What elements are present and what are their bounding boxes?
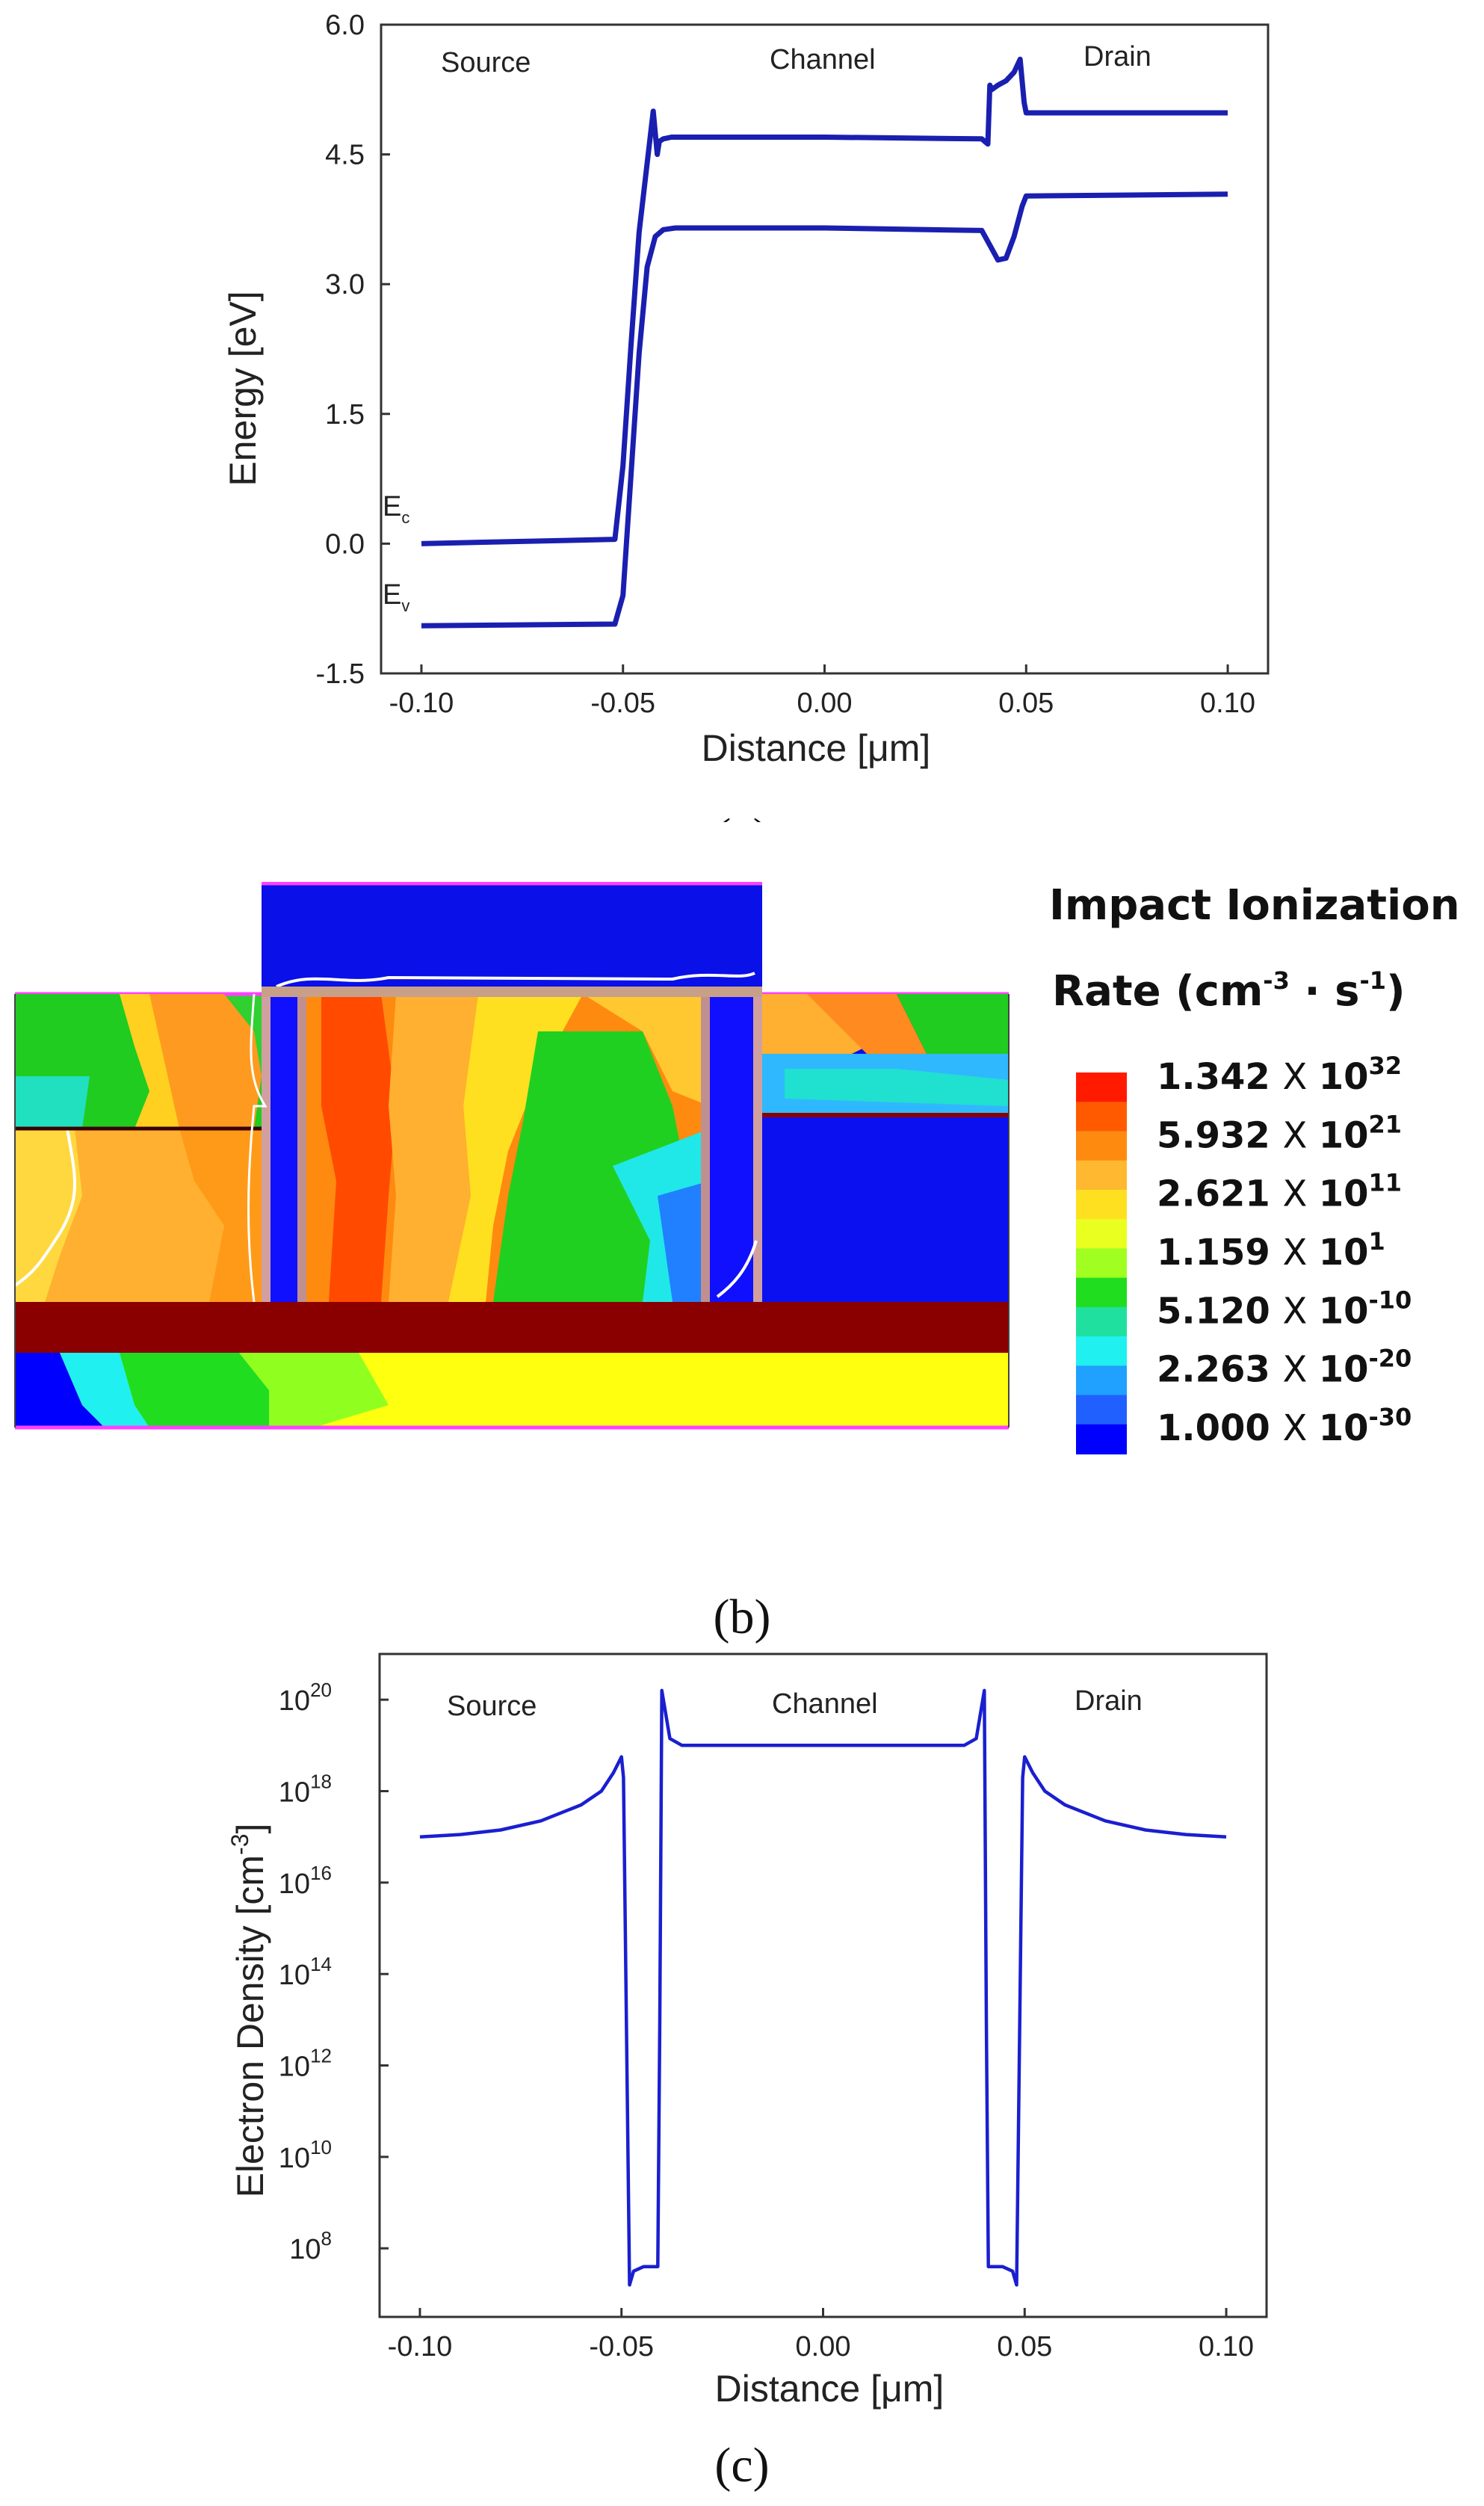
colorbar [1076, 1073, 1127, 1454]
y-tick-label-a: -1.5 [316, 658, 365, 690]
x-tick-label-c: -0.10 [388, 2331, 453, 2363]
y-tick-label-c: 1020 [279, 1679, 332, 1717]
ec-label: Ec [383, 491, 409, 527]
legend-title-line2: Rate (cm-3 · s-1) [1052, 966, 1406, 1016]
colorbar-tick-label: 5.120 X 10-10 [1157, 1286, 1412, 1332]
x-tick-label-a: -0.05 [590, 688, 655, 719]
electron-density-line [419, 1688, 1227, 2287]
region-label-drain: Drain [1083, 41, 1151, 72]
y-tick-label-a: 6.0 [325, 10, 365, 41]
colorbar-tick-label: 2.263 X 10-20 [1157, 1345, 1412, 1391]
colorbar-tick-label: 5.932 X 1021 [1157, 1110, 1402, 1156]
colorbar-segment [1076, 1306, 1127, 1338]
plot-frame-c [378, 1652, 1268, 2318]
colorbar-segment [1076, 1336, 1127, 1367]
valence-band-line [421, 191, 1228, 629]
region-label-source: Source [441, 47, 531, 78]
y-tick-label-a: 1.5 [325, 399, 365, 430]
device-heatmap [13, 882, 1010, 1430]
x-tick-label-a: 0.10 [1200, 688, 1255, 719]
y-tick-label-c: 108 [289, 2227, 332, 2265]
x-tick-label-c: 0.10 [1199, 2331, 1254, 2363]
panel-label-a: (a) [714, 809, 769, 822]
y-axis-label-c: Electron Density [cm-3] [226, 1824, 271, 2198]
region-label-channel-c: Channel [772, 1688, 878, 1720]
colorbar-segment [1076, 1102, 1127, 1132]
x-tick-label-a: -0.10 [389, 688, 454, 719]
plot-frame-a [380, 23, 1270, 675]
colorbar-segment [1076, 1395, 1127, 1425]
y-tick-label-c: 1018 [279, 1771, 332, 1809]
y-tick-label-a: 4.5 [325, 140, 365, 171]
y-axis-label-a: Energy [eV] [222, 291, 264, 486]
panel-label-c: (c) [714, 2438, 769, 2493]
y-tick-label-a: 0.0 [325, 528, 365, 560]
x-axis-label-a: Distance [μm] [702, 727, 931, 769]
colorbar-segment [1076, 1131, 1127, 1161]
ev-label: Ev [383, 579, 409, 615]
x-tick-label-a: 0.05 [998, 688, 1054, 719]
conduction-band-line [421, 56, 1228, 546]
region-label-channel: Channel [770, 44, 876, 75]
x-tick-label-c: 0.05 [997, 2331, 1052, 2363]
colorbar-segment [1076, 1189, 1127, 1220]
colorbar-tick-label: 2.621 X 1011 [1157, 1169, 1402, 1215]
y-tick-label-c: 1010 [279, 2136, 332, 2174]
region-label-drain-c: Drain [1075, 1685, 1143, 1717]
colorbar-segment [1076, 1248, 1127, 1279]
legend-title-line1: Impact Ionization [1049, 882, 1460, 930]
colorbar-segment [1076, 1219, 1127, 1250]
y-tick-label-a: 3.0 [325, 269, 365, 300]
x-tick-label-a: 0.00 [797, 688, 853, 719]
colorbar-segment [1076, 1424, 1127, 1454]
colorbar-segment [1076, 1160, 1127, 1191]
colorbar-tick-label: 1.342 X 1032 [1157, 1052, 1402, 1098]
colorbar-tick-label: 1.159 X 101 [1157, 1227, 1385, 1274]
y-tick-label-c: 1014 [279, 1953, 332, 1991]
energy-band-chart: -0.10 -0.05 0.00 0.05 0.10 -1.5 0.0 1.5 3.0 4.5 6.… [222, 10, 1270, 822]
colorbar-segment [1076, 1073, 1127, 1103]
colorbar-tick-label: 1.000 X 10-30 [1157, 1403, 1412, 1449]
x-axis-label-c: Distance [μm] [715, 2368, 944, 2410]
region-label-source-c: Source [447, 1691, 537, 1722]
colorbar-segment [1076, 1365, 1127, 1396]
y-tick-label-c: 1016 [279, 1862, 332, 1900]
x-tick-label-c: 0.00 [796, 2331, 851, 2363]
y-tick-label-c: 1012 [279, 2045, 332, 2083]
electron-density-chart: -0.10 -0.05 0.00 0.05 0.10 1020 1018 1016 1014 10… [226, 1652, 1268, 2493]
x-tick-label-c: -0.05 [589, 2331, 654, 2363]
panel-label-b: (b) [714, 1590, 771, 1644]
colorbar-segment [1076, 1277, 1127, 1308]
impact-ionization-map: Impact Ionization Rate (cm-3 · s-1) 1.34… [13, 882, 1460, 1644]
